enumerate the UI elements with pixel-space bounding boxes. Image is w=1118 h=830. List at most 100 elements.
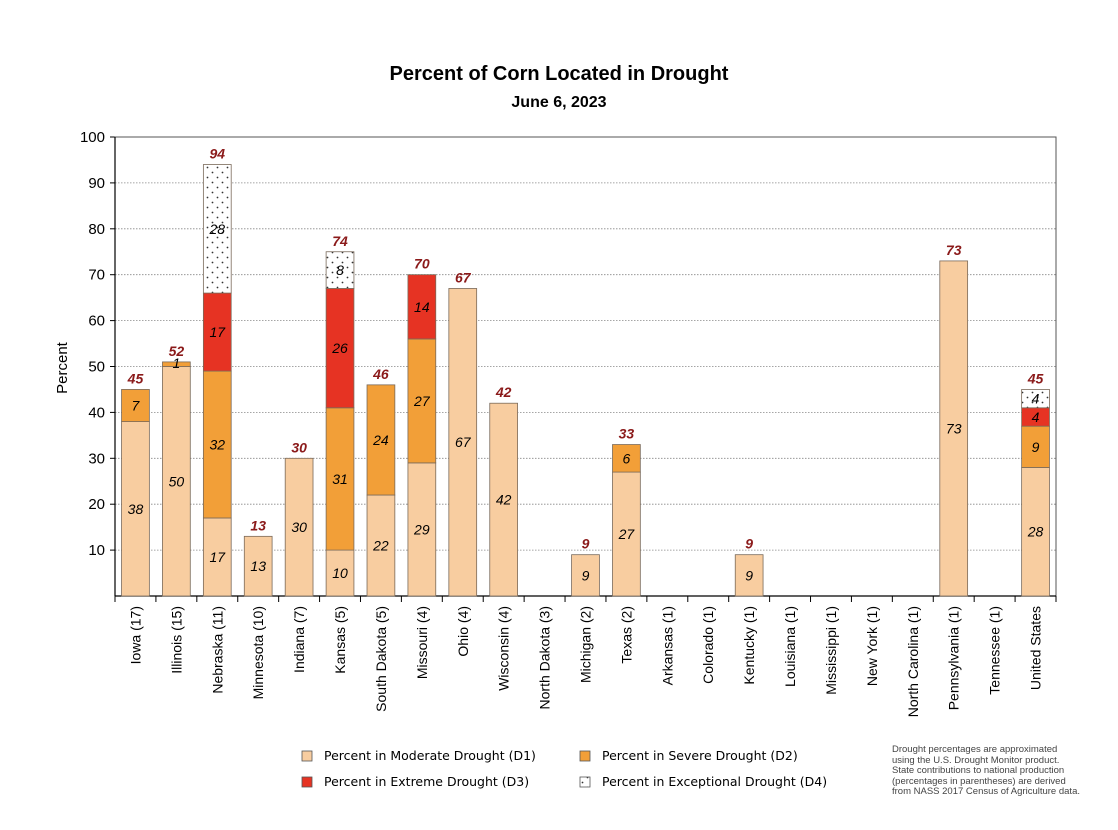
segment-label: 32 <box>209 437 225 453</box>
bar-segment <box>571 554 600 597</box>
bar-segment <box>366 384 396 496</box>
bar-segment <box>121 389 150 422</box>
footnote-line: from NASS 2017 Census of Agriculture dat… <box>892 786 1080 797</box>
segment-label: 13 <box>250 558 266 574</box>
total-label: 52 <box>169 343 185 359</box>
total-label: 42 <box>495 384 512 400</box>
segment-label: 6 <box>623 450 631 466</box>
bar-segment <box>1021 467 1050 597</box>
bar-segment <box>243 535 273 597</box>
category-labels: Iowa (17) Illinois (15) Nebraska (11) Minne… <box>127 606 1043 717</box>
bar-segment <box>448 288 478 597</box>
bar-segment <box>407 338 437 464</box>
total-label: 94 <box>209 146 225 162</box>
total-label: 9 <box>745 536 753 552</box>
legend-label: Percent in Extreme Drought (D3) <box>324 774 529 789</box>
segment-label: 9 <box>1032 439 1040 455</box>
category-label: Tennessee (1) <box>987 606 1003 695</box>
legend-swatch <box>579 776 591 788</box>
y-tick-label: 70 <box>88 267 105 284</box>
category-label: Nebraska (11) <box>209 606 225 694</box>
segment-label: 27 <box>618 526 636 542</box>
segment-label: 4 <box>1032 409 1040 425</box>
y-tick-label: 90 <box>88 175 105 192</box>
bar-segment <box>325 288 355 409</box>
category-label: Kansas (5) <box>332 606 348 674</box>
total-label: 30 <box>291 439 307 455</box>
bar-segment <box>612 444 641 473</box>
total-label: 33 <box>619 426 635 442</box>
legend-label: Percent in Exceptional Drought (D4) <box>602 774 827 789</box>
total-label: 74 <box>332 233 348 249</box>
category-label: Colorado (1) <box>700 606 716 684</box>
segment-label: 42 <box>496 492 512 508</box>
segment-label: 50 <box>169 473 185 489</box>
segment-label: 24 <box>372 432 389 448</box>
bar-segment <box>1021 425 1050 468</box>
y-tick-label: 40 <box>88 404 105 421</box>
y-tick-label: 100 <box>80 129 105 146</box>
category-label: Pennsylvania (1) <box>946 606 962 710</box>
segment-label: 10 <box>332 565 348 581</box>
chart-title: Percent of Corn Located in Drought <box>390 63 729 85</box>
category-label: North Carolina (1) <box>905 606 921 717</box>
category-label: Iowa (17) <box>127 606 143 664</box>
segment-label: 28 <box>1027 524 1044 540</box>
segment-label: 67 <box>455 434 472 450</box>
bars <box>121 164 1050 597</box>
category-label: Indiana (7) <box>291 606 307 673</box>
chart-subtitle: June 6, 2023 <box>511 94 606 111</box>
bar-segment <box>407 462 437 597</box>
total-label: 45 <box>1027 370 1044 386</box>
segment-label: 38 <box>128 501 144 517</box>
bar-segment <box>325 549 355 597</box>
category-label: Texas (2) <box>618 606 634 664</box>
legend-label: Percent in Severe Drought (D2) <box>602 748 798 763</box>
segment-label: 4 <box>1032 391 1040 407</box>
footnote-line: using the U.S. Drought Monitor product. <box>892 754 1060 766</box>
footnote-line: Drought percentages are approximated <box>892 744 1058 755</box>
segment-label: 7 <box>132 398 141 414</box>
category-label: Missouri (4) <box>414 606 430 679</box>
total-label: 13 <box>250 517 266 533</box>
bar-segment <box>202 292 232 372</box>
total-label: 46 <box>372 366 389 382</box>
category-label: Mississippi (1) <box>823 606 839 695</box>
bar-segment <box>121 421 150 597</box>
segment-label: 22 <box>372 538 389 554</box>
legend: Percent in Moderate Drought (D1) Percent … <box>301 748 827 789</box>
segment-label: 17 <box>209 324 226 340</box>
category-label: Arkansas (1) <box>659 606 675 685</box>
y-tick-label: 60 <box>88 313 105 330</box>
total-label: 70 <box>414 256 430 272</box>
legend-swatch <box>301 750 313 762</box>
category-label: Wisconsin (4) <box>496 606 512 691</box>
segment-label: 28 <box>208 221 225 237</box>
y-axis-label: Percent <box>54 341 71 394</box>
category-label: Louisiana (1) <box>782 606 798 687</box>
category-label: Michigan (2) <box>578 606 594 683</box>
footnote-line: (percentages in parentheses) are derived <box>892 775 1066 787</box>
footnote-line: State contributions to national producti… <box>892 765 1065 776</box>
category-label: North Dakota (3) <box>537 606 553 709</box>
y-tick-label: 50 <box>88 359 105 376</box>
segment-label: 8 <box>336 262 344 278</box>
bar-segment <box>612 471 641 597</box>
legend-swatch <box>579 750 591 762</box>
legend-label: Percent in Moderate Drought (D1) <box>324 748 536 763</box>
segment-label: 31 <box>332 471 348 487</box>
segment-label: 9 <box>745 567 753 583</box>
bar-segment <box>407 274 437 340</box>
segment-label: 17 <box>209 549 226 565</box>
total-label: 67 <box>455 269 472 285</box>
total-label: 73 <box>946 242 962 258</box>
bar-segment <box>1021 389 1050 409</box>
category-label: New York (1) <box>864 606 880 686</box>
y-tick-label: 10 <box>88 542 105 559</box>
segment-label: 29 <box>413 521 430 537</box>
bar-segment <box>325 251 355 289</box>
category-label: Minnesota (10) <box>250 606 266 699</box>
segment-label: 27 <box>413 393 431 409</box>
category-label: Ohio (4) <box>455 606 471 657</box>
